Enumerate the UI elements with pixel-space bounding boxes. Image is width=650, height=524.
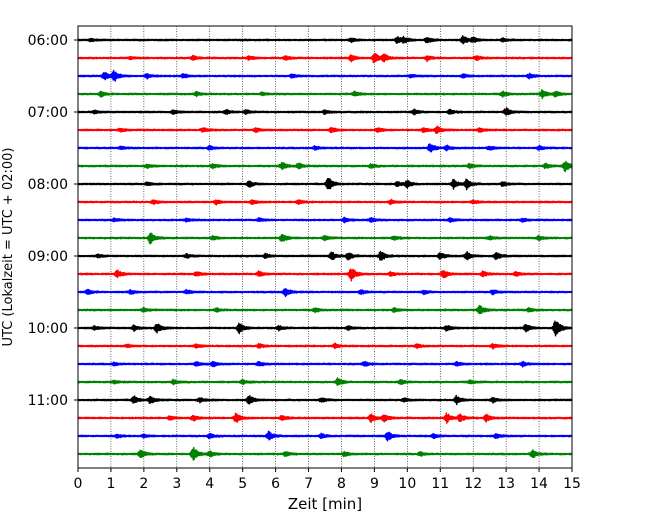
trace-black-085730 bbox=[77, 250, 573, 261]
y-tick-label: 08:00 bbox=[28, 177, 68, 193]
trace-green-064230 bbox=[77, 89, 573, 100]
x-tick-label: 4 bbox=[205, 476, 214, 492]
y-tick-label: 11:00 bbox=[28, 393, 68, 409]
trace-blue-072730 bbox=[77, 143, 573, 153]
trace-green-114230 bbox=[77, 446, 573, 461]
x-tick-label: 6 bbox=[271, 476, 280, 492]
x-tick-label: 11 bbox=[431, 476, 449, 492]
grid-lines bbox=[110, 26, 540, 468]
y-tick-label: 07:00 bbox=[28, 105, 68, 121]
trace-red-081230 bbox=[77, 198, 573, 206]
trace-series bbox=[77, 35, 573, 461]
plot-frame bbox=[77, 25, 573, 469]
x-tick-label: 7 bbox=[304, 476, 313, 492]
trace-blue-082730 bbox=[77, 216, 573, 224]
trace-blue-102730 bbox=[77, 360, 573, 368]
x-tick-label: 15 bbox=[563, 476, 581, 492]
trace-blue-092730 bbox=[77, 288, 573, 298]
trace-blue-062730 bbox=[77, 69, 573, 82]
trace-red-071230 bbox=[77, 125, 573, 135]
x-tick-label: 8 bbox=[337, 476, 346, 492]
y-tick-label: 06:00 bbox=[28, 33, 68, 49]
x-tick-label: 3 bbox=[172, 476, 181, 492]
trace-blue-112730 bbox=[77, 430, 573, 442]
trace-red-101230 bbox=[77, 342, 573, 350]
trace-red-111230 bbox=[77, 412, 573, 424]
x-axis-ticks: 0 1 2 3 4 5 6 7 8 9 10 11 12 13 14 15 bbox=[74, 468, 581, 492]
x-tick-label: 2 bbox=[139, 476, 148, 492]
trace-green-074230 bbox=[77, 160, 573, 173]
x-tick-label: 0 bbox=[74, 476, 83, 492]
trace-black-065730 bbox=[77, 107, 573, 116]
y-axis-label: UTC (Lokalzeit = UTC + 02:00) bbox=[1, 148, 16, 347]
trace-green-084230 bbox=[77, 232, 573, 245]
trace-black-105730 bbox=[77, 394, 573, 406]
trace-green-094230 bbox=[77, 304, 573, 315]
x-tick-label: 13 bbox=[497, 476, 515, 492]
trace-black-075730 bbox=[77, 177, 573, 191]
trace-red-061230 bbox=[77, 52, 573, 64]
x-tick-label: 1 bbox=[106, 476, 115, 492]
trace-black-095730 bbox=[77, 320, 573, 337]
y-axis-ticks: 06:00 07:00 08:00 09:00 10:00 11:00 bbox=[28, 33, 78, 409]
x-tick-label: 10 bbox=[398, 476, 416, 492]
x-tick-label: 14 bbox=[530, 476, 548, 492]
y-tick-label: 09:00 bbox=[28, 249, 68, 265]
trace-black-055730 bbox=[77, 35, 573, 45]
x-tick-label: 5 bbox=[238, 476, 247, 492]
x-tick-label: 9 bbox=[370, 476, 379, 492]
x-axis-label: Zeit [min] bbox=[288, 495, 362, 513]
x-tick-label: 12 bbox=[464, 476, 482, 492]
trace-red-091230 bbox=[77, 268, 573, 282]
trace-green-104230 bbox=[77, 377, 573, 386]
y-tick-label: 10:00 bbox=[28, 321, 68, 337]
